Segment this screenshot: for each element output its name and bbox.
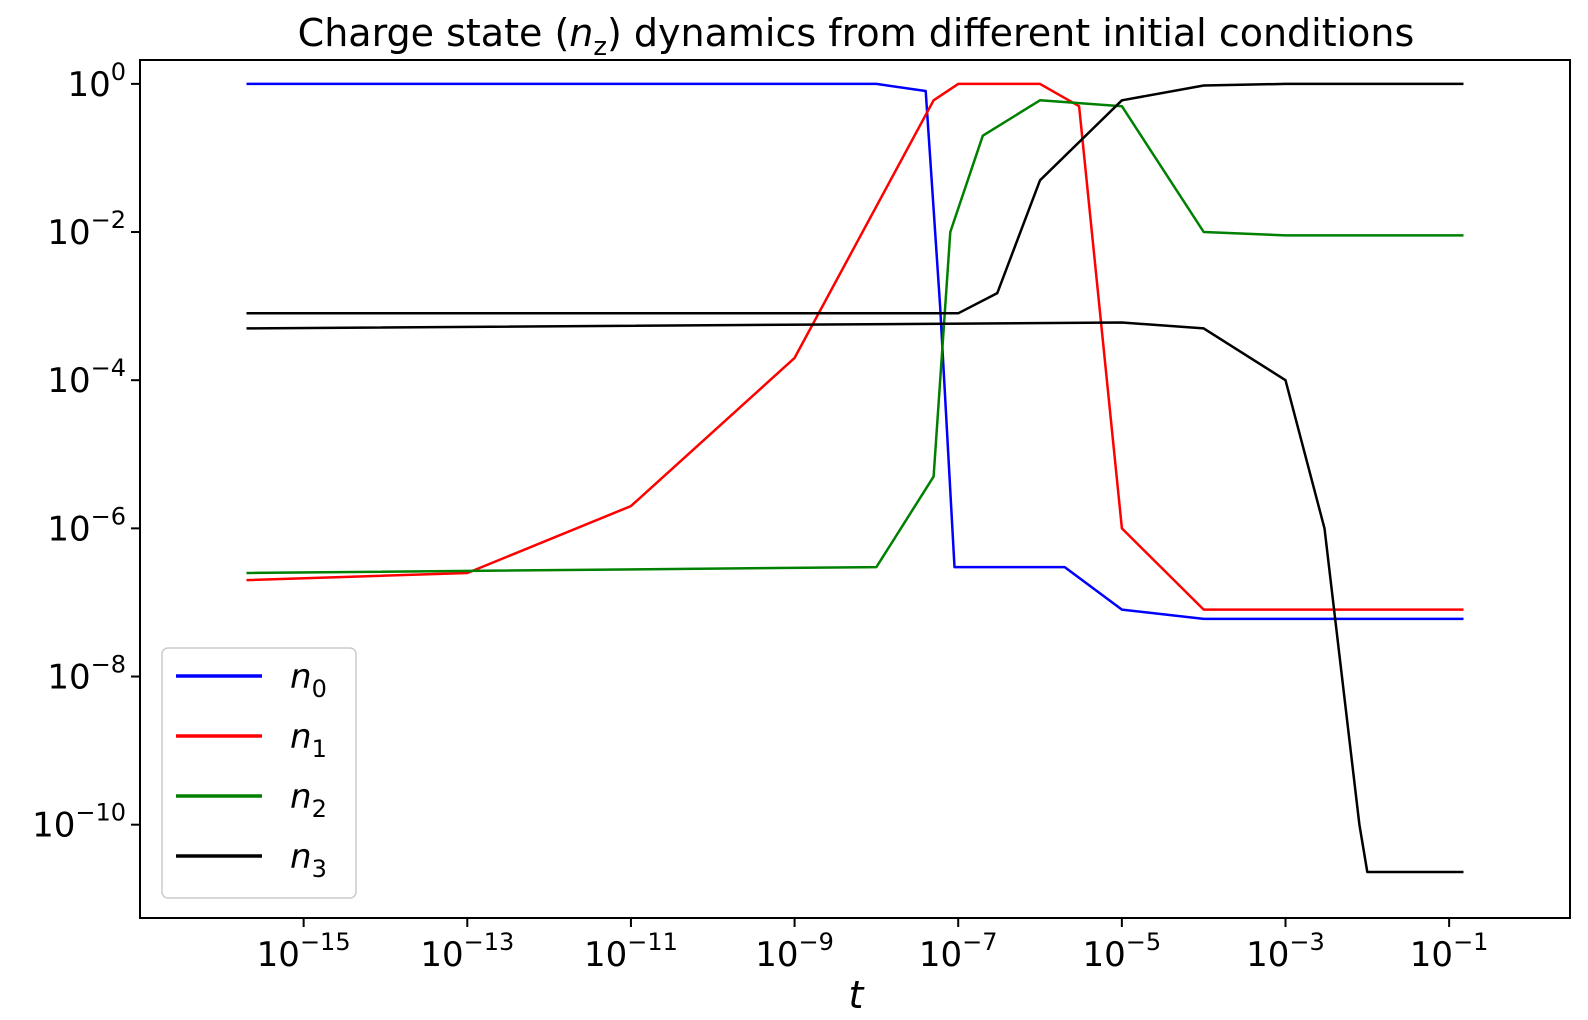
y-tick-label: 10−6 [47,502,126,549]
legend-label: n0 [290,657,327,703]
legend: n0 n1 n2 n3 [161,647,357,899]
x-tick-label: 10−7 [919,928,998,975]
plot-frame [139,59,1571,919]
x-tick-label: 10−3 [1246,928,1325,975]
series-line-2 [246,99,1464,575]
chart-title: Charge state (nz) dynamics from differen… [298,11,1415,62]
x-axis-label: t [849,973,866,1017]
series-line-3 [246,82,1464,315]
y-tick-label: 10−4 [47,354,126,401]
legend-label: n2 [290,777,327,823]
x-tick-label: 10−1 [1410,928,1489,975]
x-tick-label: 10−9 [755,928,834,975]
series-line-0 [246,82,1464,621]
legend-label: n1 [290,717,327,763]
y-axis-ticks: 100 10−2 10−4 10−6 10−8 10−10 [32,58,140,846]
x-tick-label: 10−5 [1083,928,1162,975]
x-tick-label: 10−15 [257,928,351,975]
title-subscript: z [593,32,607,62]
y-tick-label: 10−2 [47,206,126,253]
series-layer [246,82,1464,874]
x-tick-label: 10−13 [420,928,514,975]
legend-box [161,647,357,899]
y-tick-label: 100 [67,58,126,105]
y-tick-label: 10−8 [47,651,126,698]
y-tick-label: 10−10 [32,799,126,846]
series-line-1 [246,82,1464,611]
title-prefix: Charge state ( [298,11,570,55]
series-line-4 [246,321,1464,874]
legend-label: n3 [290,837,327,883]
x-tick-label: 10−11 [584,928,678,975]
title-variable: n [569,11,593,55]
x-axis-ticks: 10−15 10−13 10−11 10−9 10−7 10−5 10−3 10−1 [257,918,1489,975]
title-suffix: ) dynamics from different initial condit… [607,11,1414,55]
